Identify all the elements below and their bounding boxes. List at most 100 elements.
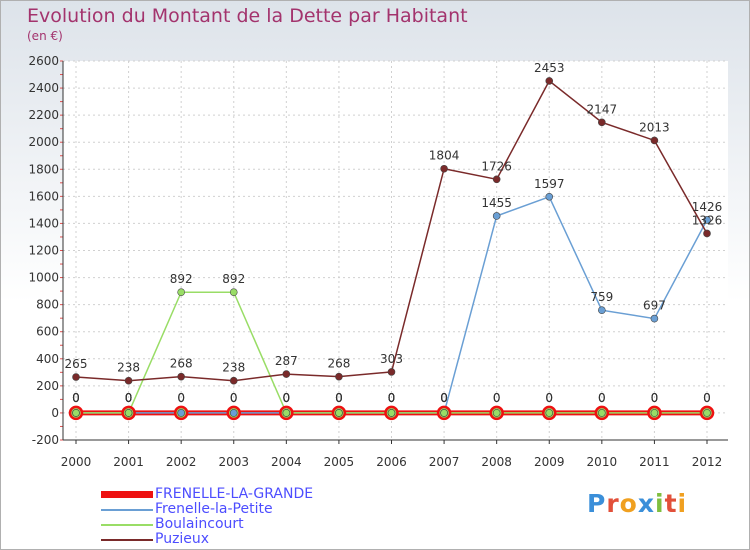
data-label: 2453 xyxy=(534,61,565,75)
point-marker xyxy=(703,216,711,224)
point-marker xyxy=(177,372,185,381)
point-marker xyxy=(492,212,501,220)
x-tick-label: 2001 xyxy=(113,455,144,469)
y-tick-label: 800 xyxy=(36,298,59,312)
data-label: 892 xyxy=(170,272,193,286)
data-label: 0 xyxy=(493,391,501,405)
data-label: 0 xyxy=(493,391,501,405)
x-tick-label: 2006 xyxy=(376,455,407,469)
data-label: 0 xyxy=(703,391,711,405)
data-label: 0 xyxy=(177,391,185,405)
point-marker xyxy=(598,118,606,127)
logo-letter: o xyxy=(619,489,638,518)
legend-label: Frenelle-la-Petite xyxy=(155,501,273,517)
legend-item: Frenelle-la-Petite xyxy=(101,502,313,517)
x-tick-label: 2008 xyxy=(481,455,512,469)
data-label: 0 xyxy=(283,391,291,405)
data-label: 0 xyxy=(72,391,80,405)
data-label: 303 xyxy=(380,352,403,366)
data-label: 0 xyxy=(440,391,448,405)
point-marker xyxy=(545,77,554,85)
data-label: 0 xyxy=(545,391,553,405)
y-tick-label: 1800 xyxy=(28,162,59,176)
y-tick-label: 2600 xyxy=(28,54,59,68)
y-tick-label: 2000 xyxy=(28,135,59,149)
legend-label: FRENELLE-LA-GRANDE xyxy=(155,486,314,502)
point-marker xyxy=(545,192,554,201)
y-tick-label: 1200 xyxy=(28,244,59,258)
point-marker xyxy=(335,409,343,417)
x-tick-label: 2000 xyxy=(61,455,92,469)
x-tick-label: 2012 xyxy=(692,455,723,469)
chart-title: Evolution du Montant de la Dette par Hab… xyxy=(27,5,468,27)
y-tick-label: 2400 xyxy=(28,81,59,95)
y-tick-label: 400 xyxy=(36,352,59,366)
y-tick-label: 0 xyxy=(51,406,59,420)
data-label: 0 xyxy=(125,391,133,405)
point-marker xyxy=(229,376,238,385)
data-label: 0 xyxy=(125,391,133,405)
point-marker xyxy=(650,314,659,323)
data-label: 238 xyxy=(117,361,140,375)
y-tick-label: 200 xyxy=(36,379,59,393)
data-label: 0 xyxy=(388,391,396,405)
data-label: 759 xyxy=(590,290,613,304)
point-marker xyxy=(282,409,291,417)
point-marker xyxy=(124,409,133,417)
point-marker xyxy=(703,229,711,238)
data-label: 0 xyxy=(598,391,606,405)
data-label: 0 xyxy=(388,391,396,405)
point-marker xyxy=(177,288,185,296)
point-marker xyxy=(229,409,238,417)
data-label: 0 xyxy=(388,391,396,405)
legend-item: Boulaincourt xyxy=(101,517,313,532)
data-label: 0 xyxy=(72,391,80,405)
legend-swatch xyxy=(101,523,153,526)
data-label: 0 xyxy=(230,391,238,405)
data-label: 0 xyxy=(440,391,448,405)
data-label: 0 xyxy=(651,391,659,405)
legend-label: Puzieux xyxy=(155,531,210,547)
data-label: 1455 xyxy=(481,196,512,210)
x-tick-label: 2003 xyxy=(218,455,249,469)
chart-legend: FRENELLE-LA-GRANDE Frenelle-la-Petite Boul… xyxy=(101,487,313,547)
y-tick-label: 2200 xyxy=(28,108,59,122)
chart-unit: (en €) xyxy=(27,29,63,43)
point-marker xyxy=(650,136,659,145)
point-marker xyxy=(492,409,501,417)
x-tick-label: 2002 xyxy=(166,455,197,469)
data-label: 0 xyxy=(335,391,343,405)
point-marker xyxy=(124,376,133,385)
data-label: 1326 xyxy=(692,213,723,227)
point-marker xyxy=(492,175,501,184)
x-tick-label: 2009 xyxy=(534,455,565,469)
data-label: 238 xyxy=(222,361,245,375)
logo-letter: i xyxy=(677,489,688,518)
y-tick-label: 1600 xyxy=(28,189,59,203)
y-tick-label: -200 xyxy=(32,433,59,447)
data-label: 0 xyxy=(125,391,133,405)
x-tick-label: 2005 xyxy=(324,455,355,469)
data-label: 697 xyxy=(643,299,666,313)
data-label: 2013 xyxy=(639,120,670,134)
data-label: 0 xyxy=(651,391,659,405)
point-marker xyxy=(598,409,606,417)
legend-swatch xyxy=(101,508,153,511)
legend-label: Boulaincourt xyxy=(155,516,244,532)
data-label: 0 xyxy=(72,391,80,405)
data-label: 265 xyxy=(65,357,88,371)
logo-letter: x xyxy=(637,489,655,518)
proxiti-logo: Proxiti xyxy=(587,489,687,518)
data-label: 0 xyxy=(545,391,553,405)
logo-letter: r xyxy=(606,489,620,518)
data-label: 1426 xyxy=(692,200,723,214)
y-tick-label: 600 xyxy=(36,325,59,339)
point-marker xyxy=(598,306,606,314)
data-label: 0 xyxy=(230,391,238,405)
point-marker xyxy=(335,372,343,381)
point-marker xyxy=(440,409,448,417)
x-tick-label: 2007 xyxy=(429,455,460,469)
x-tick-label: 2010 xyxy=(587,455,618,469)
